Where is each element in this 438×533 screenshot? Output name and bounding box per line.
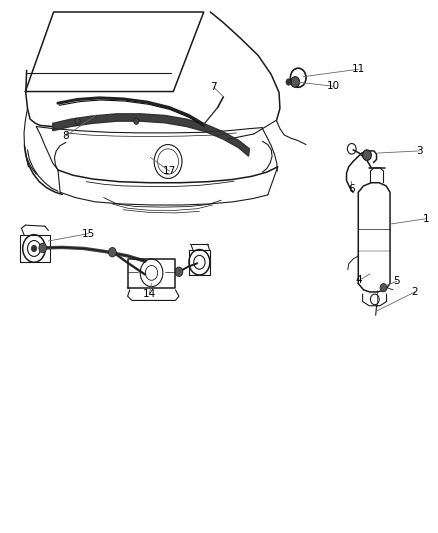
Text: 11: 11 (352, 64, 365, 74)
Text: 15: 15 (82, 229, 95, 239)
Text: 3: 3 (416, 146, 423, 156)
Circle shape (363, 150, 371, 160)
Text: 6: 6 (348, 184, 355, 194)
Text: 7: 7 (211, 82, 217, 92)
Circle shape (32, 245, 37, 252)
Circle shape (175, 267, 183, 277)
Circle shape (134, 118, 139, 124)
Text: 4: 4 (356, 275, 363, 285)
Circle shape (75, 118, 80, 124)
Circle shape (109, 247, 116, 257)
Circle shape (291, 77, 300, 87)
Text: 2: 2 (412, 287, 418, 297)
Circle shape (286, 79, 291, 85)
Text: 14: 14 (143, 289, 156, 299)
Text: 5: 5 (393, 276, 400, 286)
Circle shape (380, 284, 387, 292)
Text: 10: 10 (326, 81, 339, 91)
Polygon shape (53, 114, 250, 156)
Text: 1: 1 (422, 214, 429, 224)
Circle shape (39, 243, 47, 253)
Text: 17: 17 (163, 166, 176, 176)
Text: 8: 8 (63, 131, 69, 141)
